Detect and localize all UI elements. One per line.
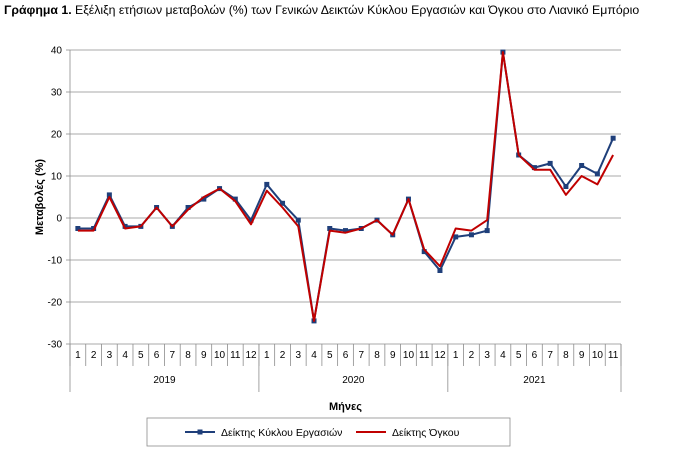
data-series	[75, 49, 616, 324]
data-point	[75, 226, 81, 231]
x-tick-label: 2	[280, 350, 286, 361]
x-tick-label: 12	[245, 350, 257, 361]
data-point	[232, 196, 238, 202]
chart-caption: Γράφημα 1. Εξέλιξη ετήσιων μεταβολών (%)…	[4, 3, 696, 17]
legend-label: Δείκτης Όγκου	[392, 427, 460, 439]
y-tick-label: -30	[48, 340, 63, 351]
data-point	[106, 192, 112, 198]
data-point	[579, 163, 585, 168]
data-point	[468, 232, 474, 238]
x-tick-label: 3	[107, 350, 113, 361]
x-tick-label: 4	[500, 350, 506, 361]
x-tick-label: 7	[170, 350, 176, 361]
data-point	[185, 205, 191, 210]
series-line	[77, 51, 614, 322]
legend-box	[146, 417, 511, 447]
data-point	[531, 165, 537, 171]
data-point	[484, 228, 490, 234]
x-tick-label: 4	[122, 350, 128, 361]
y-tick-label: -10	[48, 256, 63, 267]
x-tick-label: 5	[327, 350, 333, 361]
data-point	[547, 160, 553, 166]
x-tick-label: 2	[469, 350, 475, 361]
x-tick-label: 3	[484, 350, 490, 361]
y-tick-label: 20	[51, 130, 63, 141]
x-year-label: 2021	[523, 375, 546, 386]
y-tick-label: 30	[51, 88, 63, 99]
x-year-label: 2019	[153, 375, 176, 386]
data-point	[264, 181, 270, 187]
data-point	[343, 228, 348, 234]
y-tick-labels: -30 -20 -10 0 10 20 30 40	[48, 46, 63, 351]
x-tick-label: 10	[403, 350, 415, 361]
x-tick-label: 1	[453, 350, 459, 361]
data-point	[201, 196, 207, 202]
x-tick-label: 1	[264, 350, 270, 361]
legend: Δείκτης Κύκλου Εργασιών Δείκτης Όγκου	[146, 417, 511, 447]
x-tick-label: 11	[230, 350, 241, 361]
x-tick-label: 8	[374, 350, 380, 361]
x-year-label: 2020	[342, 375, 365, 386]
x-tick-label: 11	[608, 350, 619, 361]
x-tick-label: 5	[138, 350, 144, 361]
x-tick-label: 3	[295, 350, 301, 361]
data-point	[594, 171, 600, 177]
x-tick-label: 10	[592, 350, 604, 361]
y-tick-label: 0	[56, 214, 62, 225]
x-tick-label: 4	[311, 350, 317, 361]
x-tick-label: 2	[91, 350, 97, 361]
legend-marker	[197, 429, 203, 435]
x-tick-label: 5	[516, 350, 522, 361]
y-axis-title: Μεταβολές (%)	[34, 159, 46, 235]
x-tick-label: 8	[563, 350, 569, 361]
data-point	[563, 184, 569, 189]
y-tick-label: 40	[51, 46, 63, 57]
x-tick-label: 12	[434, 350, 446, 361]
y-tick-label: 10	[51, 172, 63, 183]
data-point	[280, 200, 286, 206]
data-point	[610, 135, 616, 141]
series-line	[77, 51, 615, 322]
caption-text: Εξέλιξη ετήσιων μεταβολών (%) των Γενικώ…	[75, 3, 640, 17]
data-point	[248, 217, 254, 223]
x-tick-label: 7	[358, 350, 364, 361]
data-point	[437, 268, 443, 273]
gridlines	[70, 49, 621, 303]
x-axis-title: Μήνες	[329, 401, 362, 413]
data-point	[421, 249, 427, 255]
x-tick-label: 9	[201, 350, 207, 361]
y-tick-label: -20	[48, 298, 63, 309]
x-tick-label: 6	[343, 350, 349, 361]
x-tick-label: 6	[532, 350, 538, 361]
legend-label: Δείκτης Κύκλου Εργασιών	[221, 427, 342, 439]
x-tick-label: 1	[75, 350, 81, 361]
x-tick-label: 10	[214, 350, 226, 361]
x-tick-label: 6	[154, 350, 160, 361]
x-tick-label: 8	[185, 350, 191, 361]
x-tick-label: 9	[579, 350, 585, 361]
x-tick-label: 9	[390, 350, 396, 361]
x-tick-label: 7	[547, 350, 553, 361]
data-point	[295, 217, 301, 223]
x-tick-label: 11	[419, 350, 430, 361]
axes	[66, 49, 622, 392]
caption-label: Γράφημα 1.	[4, 3, 72, 17]
data-point	[453, 234, 459, 240]
data-point	[327, 226, 333, 231]
